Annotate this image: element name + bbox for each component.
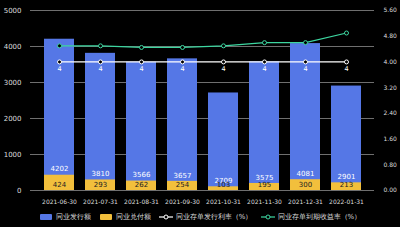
svg-text:2021-10-31: 2021-10-31 xyxy=(206,198,241,205)
svg-text:3000: 3000 xyxy=(4,79,22,87)
svg-text:424: 424 xyxy=(53,181,67,189)
svg-text:1000: 1000 xyxy=(4,151,22,159)
svg-text:4: 4 xyxy=(180,65,184,73)
svg-text:103: 103 xyxy=(217,181,230,189)
svg-text:2021-12-31: 2021-12-31 xyxy=(288,198,323,205)
svg-text:4.00: 4.00 xyxy=(384,58,398,65)
svg-text:4: 4 xyxy=(98,65,102,73)
svg-text:3657: 3657 xyxy=(174,172,192,180)
svg-text:3575: 3575 xyxy=(255,173,274,182)
html-text:同业存单到期收益率（%）: 同业存单到期收益率（%） xyxy=(277,212,362,221)
svg-text:0.80: 0.80 xyxy=(384,161,398,168)
svg-text:5.60: 5.60 xyxy=(384,6,398,13)
svg-text:4202: 4202 xyxy=(51,165,69,173)
svg-text:2021-06-30: 2021-06-30 xyxy=(42,198,77,205)
svg-text:195: 195 xyxy=(258,181,271,189)
svg-text:2022-01-31: 2022-01-31 xyxy=(329,198,364,205)
svg-text:2021-08-31: 2021-08-31 xyxy=(124,198,159,205)
svg-text:293: 293 xyxy=(94,181,107,189)
svg-text:4: 4 xyxy=(344,65,348,73)
svg-text:4: 4 xyxy=(303,65,307,73)
html-text:同业存单发行利率（%）: 同业存单发行利率（%） xyxy=(175,212,253,221)
svg-text:2021-11-30: 2021-11-30 xyxy=(247,198,282,205)
svg-text:213: 213 xyxy=(340,181,353,189)
svg-text:3810: 3810 xyxy=(92,170,110,178)
svg-text:4: 4 xyxy=(262,65,266,73)
svg-text:254: 254 xyxy=(176,181,190,189)
html-text:同业发行额: 同业发行额 xyxy=(55,212,91,221)
svg-text:0: 0 xyxy=(17,187,21,195)
svg-text:3.20: 3.20 xyxy=(384,84,398,91)
html-text:同业兑付额: 同业兑付额 xyxy=(115,212,151,221)
svg-text:4.80: 4.80 xyxy=(384,32,398,39)
svg-text:2901: 2901 xyxy=(337,173,356,182)
svg-text:4000: 4000 xyxy=(4,43,22,51)
svg-text:2000: 2000 xyxy=(4,115,22,123)
svg-text:4: 4 xyxy=(57,65,61,73)
svg-text:300: 300 xyxy=(299,181,312,189)
svg-text:5000: 5000 xyxy=(4,7,22,15)
svg-text:4: 4 xyxy=(139,65,143,73)
svg-text:2.40: 2.40 xyxy=(384,109,398,116)
svg-text:3566: 3566 xyxy=(133,171,151,179)
svg-text:1.60: 1.60 xyxy=(384,135,398,142)
svg-text:0.00: 0.00 xyxy=(384,186,398,193)
svg-text:262: 262 xyxy=(135,181,148,189)
svg-text:2021-07-31: 2021-07-31 xyxy=(83,198,118,205)
svg-text:4081: 4081 xyxy=(297,170,315,178)
svg-text:4: 4 xyxy=(221,65,225,73)
svg-text:2021-09-30: 2021-09-30 xyxy=(165,198,200,205)
